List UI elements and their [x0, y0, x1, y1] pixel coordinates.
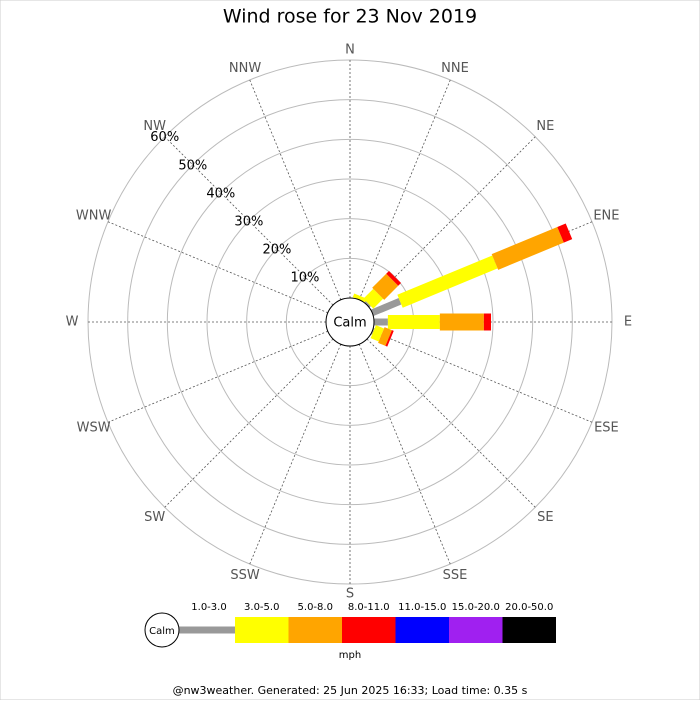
legend-label: 5.0-8.0 — [298, 602, 333, 613]
bar-segment — [352, 293, 368, 303]
direction-label: E — [624, 315, 632, 330]
direction-label: NNW — [229, 61, 261, 76]
bar-segment — [387, 315, 440, 329]
chart-title: Wind rose for 23 Nov 2019 — [223, 6, 477, 28]
direction-label: NNE — [441, 61, 469, 76]
bar-segment — [557, 223, 573, 243]
legend-label: 15.0-20.0 — [452, 602, 500, 613]
bar-segment — [370, 298, 402, 317]
bar-segment — [363, 288, 384, 309]
legend-swatch — [288, 617, 342, 643]
ring-label: 20% — [262, 242, 291, 257]
bar-segment — [372, 273, 399, 300]
direction-label: NW — [143, 119, 166, 134]
bar-segment — [439, 313, 484, 331]
bar-segment — [397, 255, 498, 308]
ring-label: 10% — [291, 270, 320, 285]
ring-label: 30% — [234, 214, 263, 229]
bar-segment — [370, 325, 385, 342]
ring-label: 40% — [206, 186, 235, 201]
bar-segment — [374, 318, 388, 326]
footer: @nw3weather. Generated: 25 Jun 2025 16:3… — [173, 684, 528, 697]
direction-label: SW — [144, 510, 165, 525]
direction-label: SSW — [230, 568, 260, 583]
legend-label: 11.0-15.0 — [398, 602, 446, 613]
calm-label: Calm — [333, 316, 366, 331]
legend-label: 3.0-5.0 — [244, 602, 279, 613]
direction-label: ENE — [593, 208, 619, 223]
legend-calm-circle — [144, 612, 180, 648]
calm-circle — [325, 297, 375, 347]
ring-label: 50% — [178, 158, 207, 173]
legend-label: 1.0-3.0 — [191, 602, 226, 613]
direction-label: ESE — [594, 421, 619, 436]
direction-label: WSW — [77, 421, 111, 436]
legend-swatch — [502, 617, 556, 643]
bar-segment — [491, 226, 564, 270]
bar-segment — [378, 327, 392, 346]
grid-ring — [127, 99, 573, 545]
direction-label: W — [66, 315, 79, 330]
legend-swatch — [235, 617, 289, 643]
legend-swatch — [395, 617, 449, 643]
direction-label: WNW — [76, 208, 112, 223]
unit-label: mph — [339, 650, 361, 661]
direction-label: SE — [537, 510, 553, 525]
ring-label: 60% — [150, 130, 179, 145]
grid-ring — [206, 178, 494, 466]
bar-segment — [364, 301, 371, 308]
legend-calm-label: Calm — [149, 626, 175, 637]
grid-ring — [166, 138, 534, 506]
legend-label: 8.0-11.0 — [348, 602, 390, 613]
legend-swatch — [449, 617, 503, 643]
direction-label: NE — [536, 119, 554, 134]
bar-segment — [386, 270, 402, 286]
direction-label: N — [345, 43, 355, 58]
direction-label: S — [346, 587, 354, 602]
direction-label: SSE — [443, 568, 468, 583]
legend-label: 20.0-50.0 — [505, 602, 553, 613]
bar-segment — [483, 313, 492, 331]
legend-swatch — [342, 617, 396, 643]
bar-segment — [385, 330, 394, 347]
